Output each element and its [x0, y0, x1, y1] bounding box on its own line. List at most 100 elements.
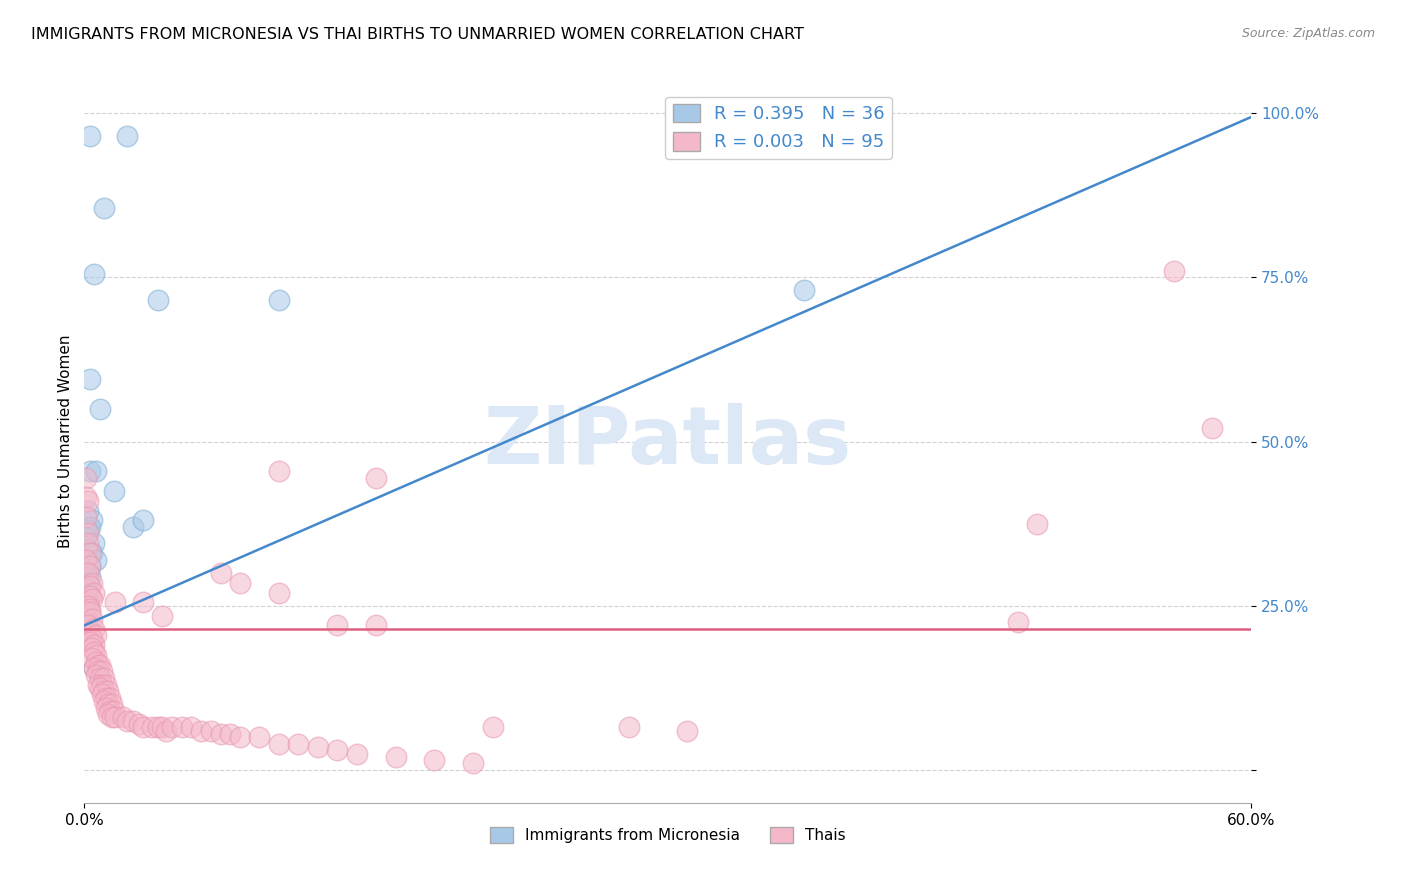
Point	[83, 661, 105, 675]
Point	[77, 595, 100, 609]
Point	[267, 293, 290, 308]
Point	[267, 464, 290, 478]
Point	[79, 589, 101, 603]
Point	[94, 700, 117, 714]
Point	[83, 645, 105, 659]
Point	[75, 530, 97, 544]
Text: Source: ZipAtlas.com: Source: ZipAtlas.com	[1241, 27, 1375, 40]
Point	[75, 608, 97, 623]
Y-axis label: Births to Unmarried Women: Births to Unmarried Women	[58, 334, 73, 549]
Point	[93, 202, 115, 216]
Point	[84, 655, 107, 669]
Point	[132, 595, 155, 609]
Point	[79, 602, 101, 616]
Point	[83, 622, 105, 636]
Point	[89, 657, 111, 672]
Point	[346, 747, 368, 761]
Point	[423, 753, 446, 767]
Point	[83, 661, 105, 675]
Point	[77, 618, 100, 632]
Point	[79, 372, 101, 386]
Point	[87, 657, 110, 672]
Point	[326, 618, 349, 632]
Point	[229, 730, 252, 744]
Point	[83, 267, 105, 281]
Point	[89, 681, 111, 695]
Point	[75, 566, 97, 580]
Point	[75, 589, 97, 603]
Point	[229, 575, 252, 590]
Point	[104, 595, 127, 609]
Point	[366, 471, 388, 485]
Point	[287, 737, 309, 751]
Point	[75, 615, 97, 630]
Point	[82, 575, 104, 590]
Point	[115, 714, 138, 728]
Point	[307, 739, 329, 754]
Point	[115, 129, 138, 144]
Point	[84, 464, 107, 478]
Point	[128, 717, 150, 731]
Point	[160, 720, 183, 734]
Point	[90, 665, 112, 679]
Point	[200, 723, 222, 738]
Point	[77, 575, 100, 590]
Point	[75, 602, 97, 616]
Point	[75, 491, 97, 505]
Point	[77, 599, 100, 613]
Point	[482, 720, 505, 734]
Point	[132, 513, 155, 527]
Point	[79, 520, 101, 534]
Point	[249, 730, 271, 744]
Point	[84, 648, 107, 662]
Point	[326, 743, 349, 757]
Point	[141, 720, 163, 734]
Point	[82, 513, 104, 527]
Point	[79, 569, 101, 583]
Point	[82, 612, 104, 626]
Point	[150, 608, 173, 623]
Point	[79, 605, 101, 619]
Point	[82, 641, 104, 656]
Point	[77, 542, 100, 557]
Point	[79, 546, 101, 560]
Point	[75, 471, 97, 485]
Legend: Immigrants from Micronesia, Thais: Immigrants from Micronesia, Thais	[484, 822, 852, 849]
Point	[150, 720, 173, 734]
Point	[77, 503, 100, 517]
Point	[89, 401, 111, 416]
Point	[93, 671, 115, 685]
Point	[77, 566, 100, 580]
Point	[103, 483, 125, 498]
Point	[83, 638, 105, 652]
Point	[79, 559, 101, 574]
Point	[463, 756, 485, 771]
Point	[82, 546, 104, 560]
Point	[366, 618, 388, 632]
Point	[98, 704, 121, 718]
Point	[89, 671, 111, 685]
Point	[122, 520, 145, 534]
Point	[82, 632, 104, 646]
Point	[1201, 421, 1223, 435]
Point	[267, 737, 290, 751]
Point	[384, 749, 406, 764]
Point	[155, 723, 177, 738]
Point	[104, 710, 127, 724]
Point	[77, 526, 100, 541]
Point	[84, 553, 107, 567]
Point	[77, 493, 100, 508]
Point	[75, 553, 97, 567]
Point	[77, 585, 100, 599]
Point	[87, 665, 110, 679]
Point	[1026, 516, 1049, 531]
Point	[83, 536, 105, 550]
Point	[94, 677, 117, 691]
Point	[90, 687, 112, 701]
Point	[793, 284, 815, 298]
Point	[77, 536, 100, 550]
Point	[122, 714, 145, 728]
Point	[75, 622, 97, 636]
Point	[87, 677, 110, 691]
Point	[148, 720, 170, 734]
